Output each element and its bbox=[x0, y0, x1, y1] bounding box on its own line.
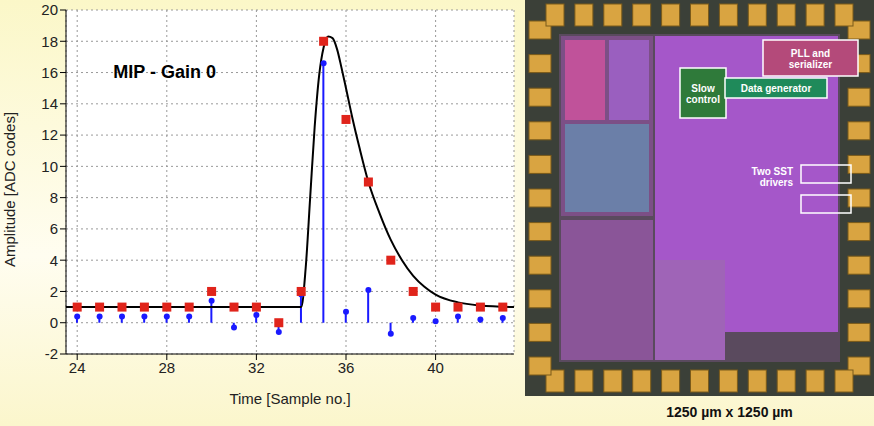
svg-text:Time [Sample no.]: Time [Sample no.] bbox=[229, 390, 350, 407]
svg-text:PLL and: PLL and bbox=[791, 48, 830, 59]
svg-text:control: control bbox=[686, 94, 720, 105]
svg-text:24: 24 bbox=[69, 359, 86, 376]
svg-text:4: 4 bbox=[50, 252, 58, 269]
svg-text:Data generator: Data generator bbox=[741, 83, 812, 94]
svg-text:-2: -2 bbox=[45, 345, 58, 362]
svg-text:12: 12 bbox=[41, 126, 58, 143]
svg-text:6: 6 bbox=[50, 220, 58, 237]
svg-text:14: 14 bbox=[41, 95, 58, 112]
svg-text:20: 20 bbox=[41, 1, 58, 18]
svg-text:28: 28 bbox=[158, 359, 175, 376]
svg-text:32: 32 bbox=[248, 359, 265, 376]
svg-text:drivers: drivers bbox=[760, 177, 794, 188]
svg-text:2: 2 bbox=[50, 283, 58, 300]
svg-text:10: 10 bbox=[41, 158, 58, 175]
svg-text:1250 µm x 1250 µm: 1250 µm x 1250 µm bbox=[666, 404, 793, 420]
svg-text:Two SST: Two SST bbox=[752, 166, 793, 177]
svg-text:16: 16 bbox=[41, 64, 58, 81]
svg-text:36: 36 bbox=[338, 359, 355, 376]
svg-text:MIP - Gain 0: MIP - Gain 0 bbox=[113, 62, 216, 82]
svg-text:40: 40 bbox=[427, 359, 444, 376]
svg-text:Slow: Slow bbox=[691, 83, 715, 94]
svg-text:8: 8 bbox=[50, 189, 58, 206]
svg-text:0: 0 bbox=[50, 314, 58, 331]
svg-text:18: 18 bbox=[41, 33, 58, 50]
svg-text:Amplitude [ADC codes]: Amplitude [ADC codes] bbox=[1, 112, 18, 267]
svg-text:serializer: serializer bbox=[789, 59, 832, 70]
